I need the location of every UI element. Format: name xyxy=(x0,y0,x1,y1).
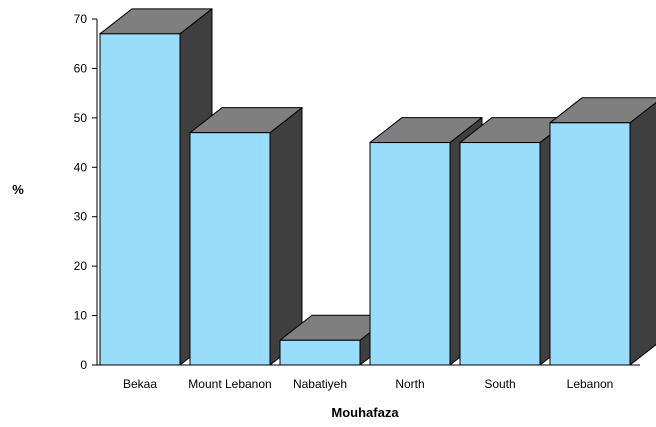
y-tick-label: 20 xyxy=(74,259,88,273)
bar-front-face xyxy=(279,339,361,366)
y-tick-label: 0 xyxy=(80,358,87,372)
y-tick-label: 40 xyxy=(74,160,88,174)
bar-front-face xyxy=(189,132,271,366)
y-tick-label: 60 xyxy=(74,61,88,75)
bar-south xyxy=(459,117,573,366)
bar-bekaa xyxy=(99,8,213,366)
x-tick-label: Bekaa xyxy=(123,377,157,391)
bar-side-face xyxy=(629,101,656,366)
bar-front-face xyxy=(459,142,541,366)
bars-group xyxy=(99,8,656,366)
x-axis-title: Mouhafaza xyxy=(331,405,399,420)
x-tick-label: Nabatiyeh xyxy=(293,377,347,391)
x-tick-label: North xyxy=(395,377,424,391)
y-tick-label: 70 xyxy=(74,12,88,26)
y-axis-title: % xyxy=(12,182,24,197)
x-tick-label: Mount Lebanon xyxy=(188,377,271,391)
y-tick-label: 50 xyxy=(74,111,88,125)
x-ticks-group: Bekaa Mount Lebanon Nabatiyeh North South Leb… xyxy=(123,377,613,391)
bar-mount-lebanon xyxy=(189,107,303,366)
x-tick-label: South xyxy=(484,377,515,391)
y-ticks-group: 0 10 20 30 40 50 60 70 xyxy=(74,12,97,372)
x-tick-label: Lebanon xyxy=(567,377,614,391)
bar-front-face xyxy=(369,142,451,366)
bar-front-face xyxy=(549,122,631,366)
y-tick-label: 10 xyxy=(74,309,88,323)
bar-lebanon xyxy=(549,97,656,366)
y-tick-label: 30 xyxy=(74,210,88,224)
bar-front-face xyxy=(99,33,181,366)
